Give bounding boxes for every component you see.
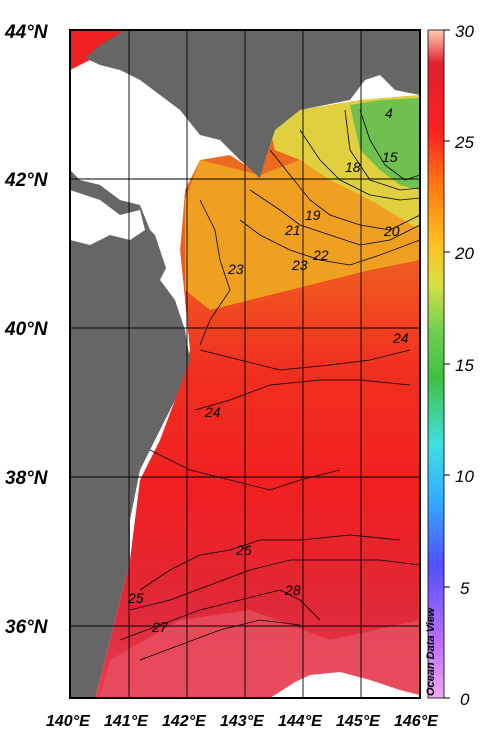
contour-line <box>249 189 420 246</box>
lon-label: 146°E <box>394 713 439 730</box>
contour-label: 21 <box>284 222 301 238</box>
contour-label: 23 <box>291 257 308 273</box>
hokkaido-land <box>85 30 420 178</box>
contour-line <box>149 449 341 491</box>
contour-line <box>129 559 420 611</box>
contour-line <box>119 589 321 641</box>
contour-label: 4 <box>385 105 393 121</box>
colorbar-tick-label: 0 <box>460 690 470 709</box>
lon-label: 141°E <box>104 713 149 730</box>
contour-label: 18 <box>345 159 361 175</box>
colorbar-tick-label: 25 <box>454 133 474 152</box>
colorbar <box>427 29 445 699</box>
contour-line <box>359 109 420 181</box>
lon-label: 145°E <box>336 713 381 730</box>
lat-label: 42°N <box>4 170 49 191</box>
lat-label: 38°N <box>5 468 49 489</box>
colorbar-tick-label: 30 <box>455 22 474 41</box>
colorbar-tick-label: 20 <box>454 244 474 263</box>
contour-line <box>299 129 420 201</box>
contour-line <box>239 219 420 266</box>
contour-label: 20 <box>383 223 400 239</box>
contour-label: 19 <box>305 207 321 223</box>
graticule <box>70 30 420 698</box>
contour-label: 27 <box>151 619 169 635</box>
contour-label: 28 <box>284 582 301 598</box>
lon-label: 140°E <box>46 713 91 730</box>
contour-label: 22 <box>312 247 329 263</box>
honshu-land <box>70 170 190 698</box>
white-strait <box>70 190 145 245</box>
plot-frame <box>69 29 421 699</box>
lon-label: 144°E <box>278 713 323 730</box>
contour-label: 25 <box>127 590 144 606</box>
ocean-data-view-watermark: Ocean Data View <box>425 606 437 696</box>
white-islet-north <box>95 140 130 175</box>
white-coast-gap <box>140 120 185 300</box>
lat-label: 36°N <box>5 617 49 638</box>
lat-label: 40°N <box>4 319 49 340</box>
lon-label: 143°E <box>220 713 265 730</box>
colorbar-ticks <box>444 29 450 699</box>
contour-label: 15 <box>382 149 398 165</box>
contour-line <box>199 199 231 346</box>
contour-label-group: 4 15 18 19 20 21 22 23 23 24 24 25 26 27… <box>127 105 409 635</box>
contour-label: 26 <box>235 542 252 558</box>
lat-label: 44°N <box>4 22 49 43</box>
contour-label: 23 <box>227 261 244 277</box>
contour-line <box>139 619 301 661</box>
contour-line <box>199 349 411 371</box>
contour-line <box>344 109 420 191</box>
white-nodata-south <box>280 672 420 698</box>
contour-label: 24 <box>392 330 409 346</box>
colorbar-tick-label: 5 <box>460 579 470 598</box>
contour-line <box>269 149 420 231</box>
colorbar-tick-label: 15 <box>455 356 474 375</box>
cold-core-patch <box>350 98 420 190</box>
contour-lines <box>119 109 420 661</box>
lon-label: 142°E <box>162 713 207 730</box>
contour-label: 24 <box>204 404 221 420</box>
colorbar-tick-label: 10 <box>455 467 474 486</box>
contour-line <box>194 379 411 411</box>
